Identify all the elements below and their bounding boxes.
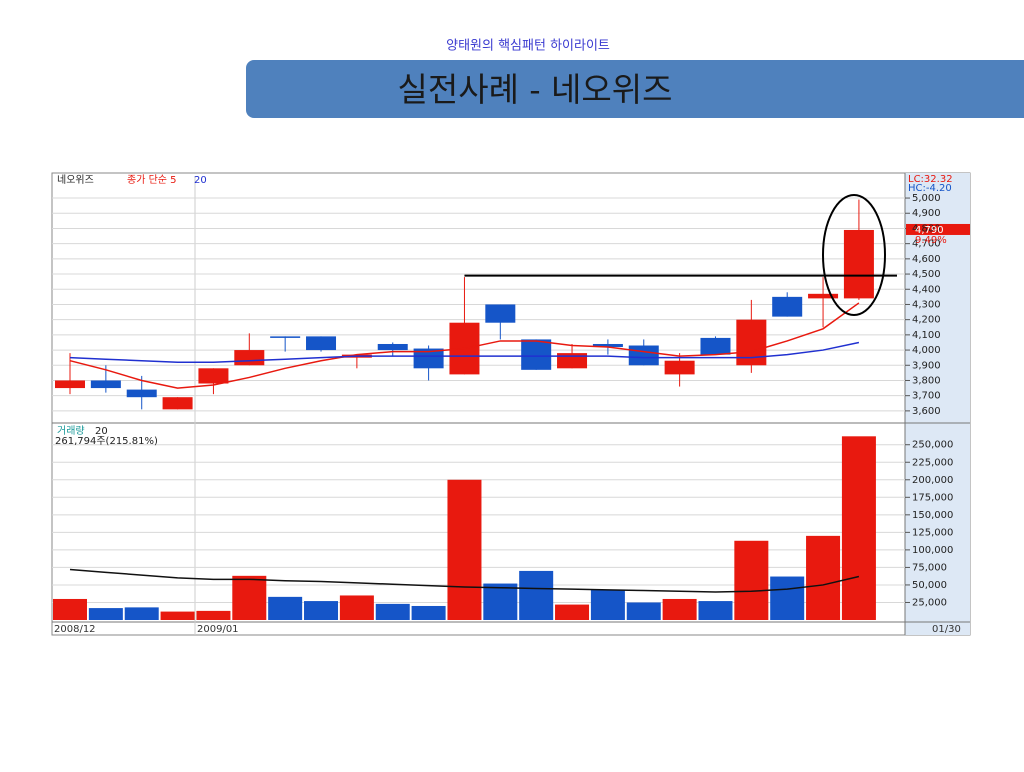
y-tick-label: 3,800 [912,375,941,386]
y-tick-label: 3,900 [912,360,941,371]
candle-body [808,293,839,299]
y-tick-label: 3,600 [912,406,941,417]
volume-bar [88,608,123,620]
volume-bar [124,607,159,620]
candle-body [557,353,588,369]
volume-bar [160,611,195,620]
moving-average-line [69,341,860,363]
volume-bar [698,601,733,620]
candle-body [700,337,731,355]
y-tick-label: 225,000 [912,457,953,468]
candle-body [126,389,157,398]
volume-bar [770,576,805,620]
volume-bar [734,540,769,620]
y-tick-label: 4,100 [912,330,941,341]
candle-body [664,360,695,375]
candle-body [198,368,229,384]
candle-body [234,350,265,366]
y-tick-label: 50,000 [912,580,947,591]
axis-column [905,173,970,635]
last-price-box [906,223,970,235]
candle-body [413,348,444,369]
x-tick-label: 2009/01 [197,624,239,635]
candle-body [306,336,337,351]
volume-bar [806,535,841,620]
candle-body [270,336,301,338]
candle-body [377,343,408,351]
hc-label: HC:-4.20 [908,183,952,194]
y-tick-label: 4,500 [912,269,941,280]
y-tick-label: 100,000 [912,545,953,556]
y-tick-label: 4,700 [912,239,941,250]
volume-bar [555,604,590,620]
moving-average-line [69,568,860,593]
y-tick-label: 4,000 [912,345,941,356]
lc-label: LC:32.32 [908,174,953,185]
volume-bar [841,436,876,620]
y-tick-label: 5,000 [912,193,941,204]
ma-label: 20 [194,175,207,186]
last-price-label: 4,790 [915,225,944,236]
volume-bar [375,603,410,620]
y-tick-label: 4,400 [912,284,941,295]
volume-bar [411,605,446,620]
y-tick-label: 4,900 [912,208,941,219]
candle-body [55,380,85,389]
y-tick-label: 150,000 [912,510,953,521]
y-tick-label: 4,200 [912,315,941,326]
volume-bar [662,598,697,620]
candle-body [521,339,552,370]
title-banner [246,60,1024,118]
y-tick-label: 3,700 [912,391,941,402]
volume-bar [590,589,625,620]
candle-body [162,397,193,410]
y-tick-label: 200,000 [912,475,953,486]
y-tick-label: 125,000 [912,527,953,538]
y-tick-label: 250,000 [912,440,953,451]
candle-body [843,229,874,299]
y-tick-label: 75,000 [912,562,947,573]
volume-label: 거래량 [57,425,85,437]
y-tick-label: 25,000 [912,597,947,608]
slide-subtitle: 양태원의 핵심패턴 하이라이트 [446,39,610,54]
volume-bar [447,479,482,620]
y-tick-label: 4,300 [912,299,941,310]
candle-body [736,319,767,366]
y-tick-label: 175,000 [912,492,953,503]
ma-label: 종가 단순 5 [127,174,177,186]
candle-body [592,343,623,348]
y-tick-label: 4,600 [912,254,941,265]
volume-ma-label: 20 [95,426,108,437]
x-tick-label: 2008/12 [54,624,96,635]
volume-bar [196,610,231,620]
slide-title: 실전사례 - 네오위즈 [397,70,672,109]
candle-body [772,296,803,317]
volume-bar [232,575,267,620]
volume-bar [304,601,339,620]
candle-body [485,304,516,323]
volume-bar [339,595,374,620]
change-label: 9.49% [915,235,947,246]
volume-bar [268,596,303,620]
moving-average-line [69,302,860,389]
volume-bar [519,570,554,620]
plot [52,197,970,620]
volume-bar [53,598,87,620]
stock-name: 네오위즈 [57,173,94,186]
volume-info: 261,794주(215.81%) [55,436,158,447]
y-tick-label: 4,800 [912,223,941,234]
volume-bar [483,583,518,620]
x-tick-label: 01/30 [932,624,961,635]
candle-body [90,380,121,389]
volume-bar [626,602,661,620]
candle-body [628,345,659,366]
highlight-ellipse [822,194,886,316]
